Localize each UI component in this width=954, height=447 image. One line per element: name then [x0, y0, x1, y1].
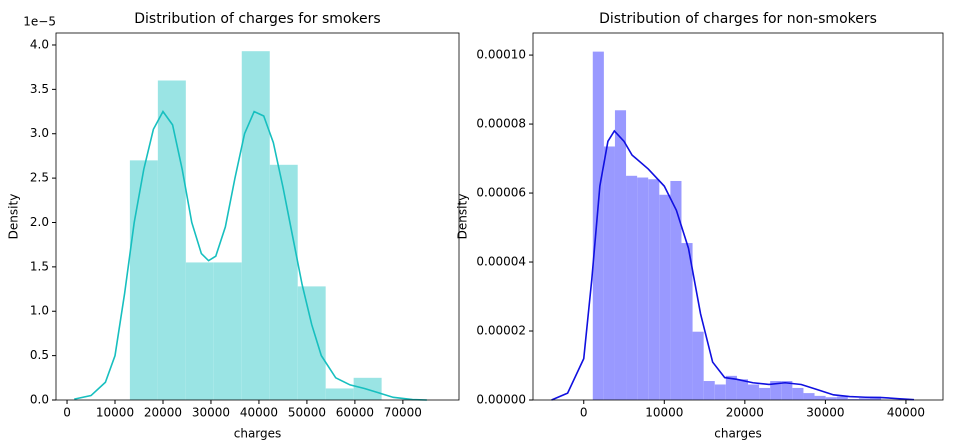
x-tick-label: 30000 [192, 406, 230, 420]
histogram-bar [836, 396, 848, 400]
histogram-bar [626, 175, 638, 400]
histogram-bar [858, 398, 870, 400]
histogram-bar [714, 384, 726, 400]
histogram-bar [825, 397, 837, 400]
histogram-bar [792, 387, 804, 400]
histogram-bar [748, 384, 760, 400]
x-tick-label: 70000 [384, 406, 422, 420]
histogram-bar [847, 398, 859, 400]
histogram-bar [129, 160, 158, 400]
y-tick-label: 0.00010 [476, 48, 526, 62]
histogram-bar [814, 395, 826, 400]
x-axis-label: charges [714, 427, 762, 441]
chart-title: Distribution of charges for smokers [134, 11, 380, 27]
y-tick-label: 2.5 [30, 171, 49, 185]
histogram-bar [614, 110, 627, 401]
y-tick-label: 0.00004 [476, 255, 526, 269]
y-tick-label: 2.0 [30, 215, 49, 229]
x-tick-label: 40000 [887, 406, 925, 420]
axes-frame [532, 32, 944, 401]
y-offset-text: 1e−5 [23, 15, 56, 29]
histogram-bar [297, 286, 326, 400]
histogram-bar [803, 393, 815, 400]
y-tick-label: 1.0 [30, 304, 49, 318]
histogram-bar [759, 387, 771, 400]
kde-line [551, 129, 915, 401]
y-tick-label: 0.00006 [476, 186, 526, 200]
x-tick-label: 50000 [288, 406, 326, 420]
histogram-bar [670, 180, 682, 400]
histogram-bar [592, 51, 604, 400]
x-tick-label: 0 [63, 406, 71, 420]
histogram-bar [157, 80, 186, 400]
histogram-bar [770, 381, 782, 400]
x-axis-label: charges [234, 427, 282, 441]
x-tick-label: 20000 [144, 406, 182, 420]
y-tick-label: 3.0 [30, 126, 49, 140]
histogram-bar [681, 243, 693, 400]
histogram-bar [725, 375, 737, 400]
y-axis-label: Density [7, 194, 21, 240]
histogram-bar [603, 146, 615, 400]
y-tick-label: 0.00002 [476, 324, 526, 338]
x-tick-label: 10000 [645, 406, 683, 420]
x-tick-label: 30000 [806, 406, 844, 420]
histogram-bar [692, 331, 704, 400]
axes-frame [55, 32, 460, 401]
y-tick-label: 0.0 [30, 393, 49, 407]
histogram-bar [703, 381, 715, 400]
y-tick-label: 0.00000 [476, 393, 526, 407]
x-tick-label: 0 [580, 406, 588, 420]
x-tick-label: 60000 [336, 406, 374, 420]
histogram-bar [325, 388, 354, 400]
y-tick-label: 0.00008 [476, 117, 526, 131]
chart-title: Distribution of charges for non-smokers [599, 11, 877, 27]
y-tick-label: 4.0 [30, 37, 49, 51]
histogram-bar [659, 194, 671, 400]
y-tick-label: 0.5 [30, 348, 49, 362]
histogram-bar [213, 262, 242, 400]
x-tick-label: 40000 [240, 406, 278, 420]
histogram-bar [241, 51, 270, 401]
histogram-bar [781, 381, 793, 400]
histogram-bar [736, 379, 749, 400]
histogram-bar [637, 177, 649, 400]
y-tick-label: 1.5 [30, 259, 49, 273]
kde-line [74, 110, 427, 401]
x-tick-label: 10000 [96, 406, 134, 420]
y-tick-label: 3.5 [30, 82, 49, 96]
y-axis-label: Density [456, 194, 470, 240]
histogram-bar [648, 179, 660, 400]
x-tick-label: 20000 [726, 406, 764, 420]
histogram-bar [869, 396, 882, 400]
histogram-bar [185, 262, 214, 400]
histogram-bar [269, 164, 298, 400]
